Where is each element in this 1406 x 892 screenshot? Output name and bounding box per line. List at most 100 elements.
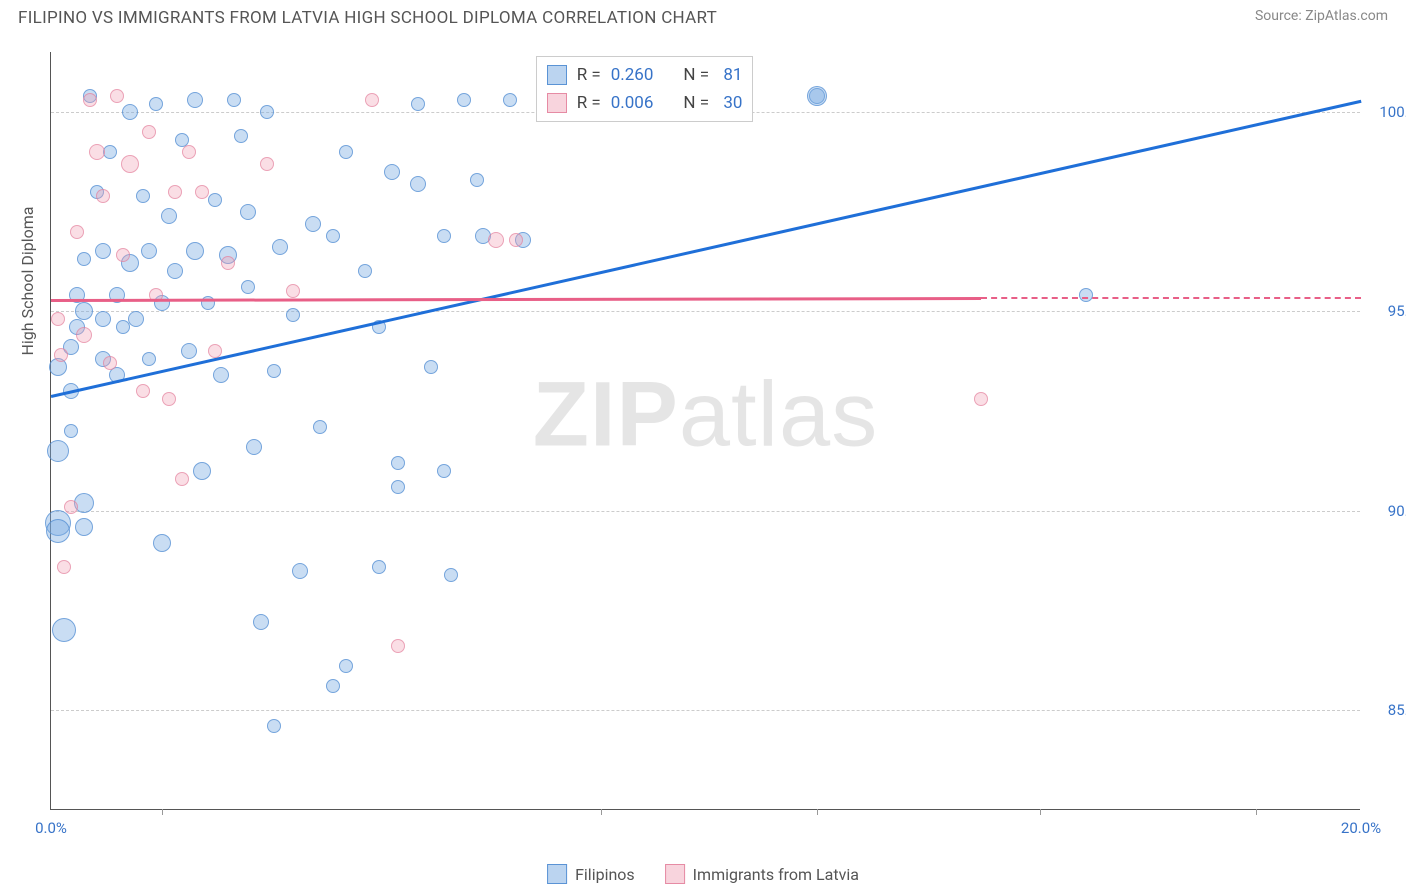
data-point [187,92,203,108]
watermark: ZIPatlas [533,363,878,468]
data-point [64,424,78,438]
data-point [103,145,117,159]
data-point [410,176,426,192]
x-minor-tick [1040,809,1041,815]
data-point [136,384,150,398]
data-point [95,243,111,259]
data-point [64,500,78,514]
trend-dash [981,297,1361,299]
data-point [46,519,70,543]
data-point [313,420,327,434]
gridline [51,710,1360,711]
data-point [208,344,222,358]
chart-title: FILIPINO VS IMMIGRANTS FROM LATVIA HIGH … [18,8,717,28]
stats-box: R =0.260N = 81R =0.006N = 30 [536,56,754,122]
data-point [181,343,197,359]
y-tick-label: 85.0% [1368,701,1406,719]
data-point [142,125,156,139]
data-point [503,93,517,107]
source-attribution: Source: ZipAtlas.com [1255,8,1388,24]
data-point [391,639,405,653]
data-point [292,563,308,579]
data-point [411,97,425,111]
data-point [213,367,229,383]
data-point [470,173,484,187]
data-point [167,263,183,279]
data-point [149,97,163,111]
data-point [161,208,177,224]
data-point [457,93,471,107]
data-point [77,252,91,266]
data-point [260,105,274,119]
data-point [437,464,451,478]
data-point [136,189,150,203]
data-point [162,392,176,406]
data-point [509,233,523,247]
data-point [260,157,274,171]
data-point [182,145,196,159]
x-minor-tick [817,809,818,815]
data-point [488,232,504,248]
data-point [1079,288,1093,302]
data-point [70,225,84,239]
stat-r-value: 0.006 [611,89,654,117]
data-point [89,144,105,160]
data-point [52,618,76,642]
y-axis-label: High School Diploma [18,207,37,356]
data-point [57,560,71,574]
data-point [424,360,438,374]
y-tick-label: 95.0% [1368,302,1406,320]
data-point [153,534,171,552]
legend-item-latvia: Immigrants from Latvia [665,864,859,884]
legend-label: Filipinos [575,865,635,884]
data-point [241,280,255,294]
scatter-chart: ZIPatlas 85.0%90.0%95.0%100.0%0.0%20.0%R… [50,52,1360,810]
gridline [51,511,1360,512]
data-point [121,155,139,173]
legend-swatch-blue [547,864,567,884]
data-point [267,364,281,378]
stat-n-label: N = [683,61,709,89]
legend-swatch-pink [665,864,685,884]
x-minor-tick [601,809,602,815]
x-minor-tick [1256,809,1257,815]
data-point [175,472,189,486]
data-point [83,93,97,107]
data-point [54,348,68,362]
data-point [96,189,110,203]
data-point [75,302,93,320]
x-tick-label: 0.0% [35,819,67,837]
data-point [807,86,827,106]
gridline [51,311,1360,312]
data-point [47,440,69,462]
data-point [95,311,111,327]
data-point [208,193,222,207]
data-point [305,216,321,232]
data-point [391,456,405,470]
legend-label: Immigrants from Latvia [693,865,859,884]
stat-swatch [547,65,567,85]
data-point [221,256,235,270]
data-point [358,264,372,278]
stat-swatch [547,93,567,113]
data-point [444,568,458,582]
x-minor-tick [162,809,163,815]
data-point [286,284,300,298]
y-tick-label: 100.0% [1368,103,1406,121]
data-point [365,93,379,107]
data-point [122,104,138,120]
data-point [286,308,300,322]
data-point [227,93,241,107]
trend-line [51,297,981,301]
data-point [193,462,211,480]
data-point [272,239,288,255]
data-point [110,89,124,103]
data-point [142,352,156,366]
data-point [128,311,144,327]
data-point [116,248,130,262]
stat-r-label: R = [577,61,601,89]
data-point [253,614,269,630]
y-tick-label: 90.0% [1368,502,1406,520]
data-point [339,145,353,159]
data-point [339,659,353,673]
